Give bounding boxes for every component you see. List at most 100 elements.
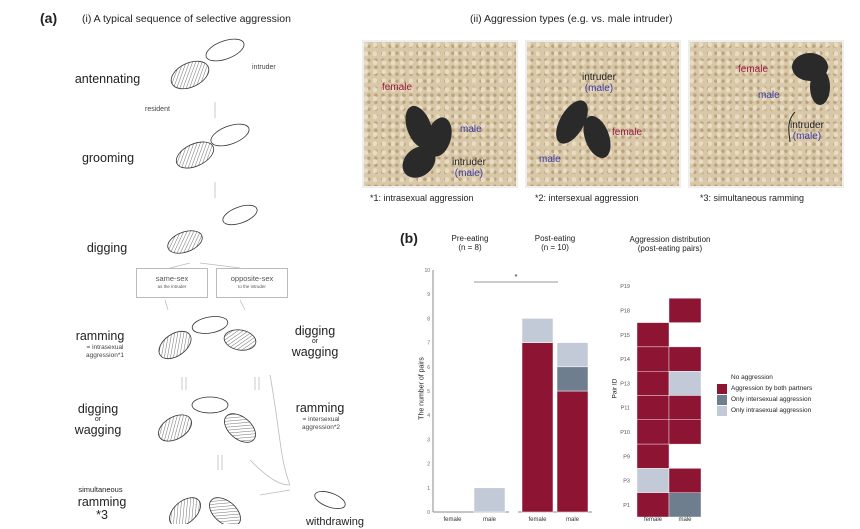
pre-eating-n: (n = 8) [458,243,482,252]
insect-icon [191,316,229,334]
heatmap-row-label: P19 [620,284,630,290]
legend-item-intersexual: Only intersexual aggression [717,394,812,405]
bar-segment-both [521,342,554,513]
heatmap-row-label: P15 [620,333,630,339]
distribution-subtitle: (post-eating pairs) [637,244,703,253]
intruder-text: intruder [452,157,486,168]
insect-icon [167,230,203,254]
legend-swatch [717,383,727,394]
stage-antennating: antennating [74,72,141,86]
heatmap-cell-both [636,346,670,372]
resident-label: resident [145,106,170,113]
cockroach-photo-icon [556,100,611,159]
heatmap-row-label: P13 [620,381,630,387]
insect-icon [205,38,245,62]
or-text: or [311,338,319,345]
panel-b-label: (b) [400,230,418,246]
x-tick-label: female [443,517,462,523]
insect-icon [191,396,229,414]
legend-swatch [717,394,727,405]
heatmap-cell-both [636,492,670,518]
heatmap-cell-both [636,322,670,348]
intruder-sex-text: (male) [454,168,484,179]
heatmap-cell-both [636,395,670,420]
cockroach-photo-icon [402,105,452,178]
heatmap-cell-both [668,419,702,445]
heatmap-cell-both [668,346,702,372]
legend-item-intrasexual: Only intrasexual aggression [717,405,812,416]
stage-ramming-intrasexual: ramming [75,329,125,343]
cockroach-photo-icon [788,53,830,143]
heatmap-column-label: male [678,517,692,523]
intruder-text: intruder [582,72,616,83]
insect-icon [175,141,215,169]
insect-icon [170,60,210,90]
opposite-sex-sublabel: to the intruder [238,284,266,289]
male-label: male [758,90,780,101]
legend-label: Only intrasexual aggression [731,407,812,414]
stage-ramming-intersexual: ramming [295,401,345,415]
heatmap-cell-both [636,371,670,396]
insect-icon [223,329,257,351]
heatmap-cell-inter [668,492,702,518]
legend-item-both: Aggression by both partners [717,383,812,394]
male-label: male [460,124,482,135]
pre-eating-title: Pre-eating (n = 8) [440,234,500,252]
heatmap-cell-intra [636,468,670,493]
heatmap-row-label: P10 [620,430,630,436]
post-eating-title: Post-eating (n = 10) [525,234,585,252]
intruder-sex-text: (male) [792,131,822,142]
insect-icon [158,414,192,442]
distribution-title: Aggression distribution (post-eating pair… [610,235,730,253]
distribution-text: Aggression distribution [629,235,711,244]
heatmap-column-label: female [644,517,663,523]
y-tick-label: 1 [427,486,430,492]
y-tick-label: 7 [427,341,430,347]
post-eating-n: (n = 10) [541,243,569,252]
x-tick-label: female [528,517,547,523]
heatmap-row-label: P11 [621,406,630,412]
panel-a-title: (i) A typical sequence of selective aggr… [82,13,291,25]
heatmap-cell-both [668,468,702,493]
stage-digging-or-wagging-right: digging or wagging [290,325,340,359]
female-label: female [612,127,643,138]
legend-label: Only intersexual aggression [731,396,812,403]
digging-text: digging [294,324,336,338]
female-label: female [382,82,413,93]
opposite-sex-label: opposite-sex [230,274,274,283]
insect-icon [158,330,192,360]
digging-text: digging [77,402,119,416]
y-tick-label: 0 [427,510,430,516]
bar-segment-inter [556,366,589,392]
same-sex-sublabel: as the intruder [157,284,187,289]
stage-grooming: grooming [81,151,135,165]
intruder-label: intruder (male) [582,72,616,94]
legend: No aggression Aggression by both partner… [717,372,812,416]
stage-digging: digging [86,241,128,255]
heatmap-cell-both [636,419,670,445]
legend-label: Aggression by both partners [731,385,813,392]
stage-digging-or-wagging-left: digging or wagging [73,403,123,437]
behavior-sequence-illustration [158,38,346,524]
caption-intrasexual: *1: intrasexual aggression [370,193,474,203]
panel-a-ii-title: (ii) Aggression types (e.g. vs. male int… [470,13,673,25]
y-tick-label: 5 [427,389,430,395]
intruder-label: intruder [252,64,276,71]
wagging-text: wagging [74,423,122,437]
heatmap-row-label: P9 [623,454,630,460]
intruder-label: intruder (male) [790,120,824,142]
bar-segment-intra [473,487,506,513]
bar-segment-both [556,390,589,513]
legend-item-none: No aggression [717,372,812,383]
same-sex-box: same-sex as the intruder [136,268,208,298]
caption-simultaneous: *3: simultaneous ramming [700,193,805,203]
significance-marker: * [515,274,518,281]
bar-segment-intra [556,342,589,368]
heatmap-cell-intra [668,371,702,396]
photo-simultaneous: female male intruder (male) [688,40,844,188]
insect-icon [222,204,258,226]
y-tick-label: 10 [424,268,430,274]
heatmap-row-label: P18 [620,308,630,314]
insect-icon [224,413,256,443]
y-tick-label: 8 [427,316,430,322]
